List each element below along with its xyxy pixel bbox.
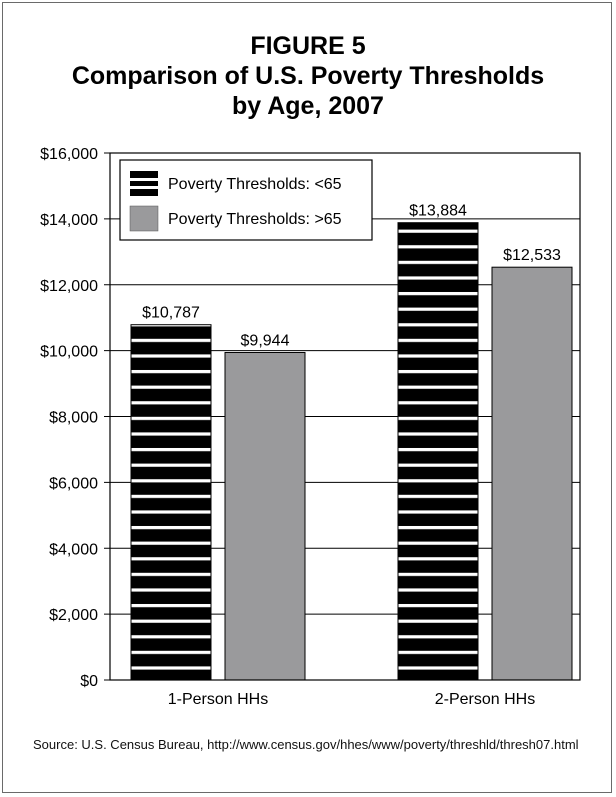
legend-label: Poverty Thresholds: >65 [168,211,342,228]
legend-box [119,159,373,241]
legend-swatch-stripe [130,186,158,189]
y-tick-label: $10,000 [40,344,98,361]
y-tick-label: $16,000 [40,146,98,163]
y-tick-label: $6,000 [49,475,98,492]
source-note: Source: U.S. Census Bureau, http://www.c… [33,737,579,752]
data-label: $9,944 [241,332,290,349]
legend-swatch-over-65 [129,205,159,232]
chart-title-line-2: by Age, 2007 [232,92,384,120]
legend: Poverty Thresholds: <65 Poverty Threshold… [119,159,373,241]
chart-title-line-1: Comparison of U.S. Poverty Thresholds [71,62,545,90]
bar-over-65 [224,351,306,681]
axes: $0 $2,000 $4,000 $6,000 $8,000 $10,000 $12,000… [40,146,581,708]
figure-label: FIGURE 5 [250,32,366,60]
data-label: $12,533 [503,247,561,264]
y-tick-label: $12,000 [40,278,98,295]
legend-label: Poverty Thresholds: <65 [168,176,342,193]
y-tick-label: $2,000 [49,607,98,624]
y-tick-label: $4,000 [49,541,98,558]
y-tick-label: $14,000 [40,212,98,229]
x-category-label: 2-Person HHs [435,691,535,708]
legend-swatch-under-65 [130,171,158,196]
bar-under-65 [397,222,479,681]
y-tick-label: $8,000 [49,410,98,427]
legend-swatch-stripe [130,178,158,181]
bar-over-65 [491,266,573,681]
bar-under-65 [130,324,212,681]
y-tick-label: $0 [80,673,98,690]
data-label: $13,884 [409,203,467,220]
data-label: $10,787 [142,305,200,322]
plot-area [109,152,581,681]
x-category-label: 1-Person HHs [168,691,268,708]
data-labels: $10,787 $13,884 $9,944 $12,533 [142,203,561,350]
bars [130,222,573,681]
